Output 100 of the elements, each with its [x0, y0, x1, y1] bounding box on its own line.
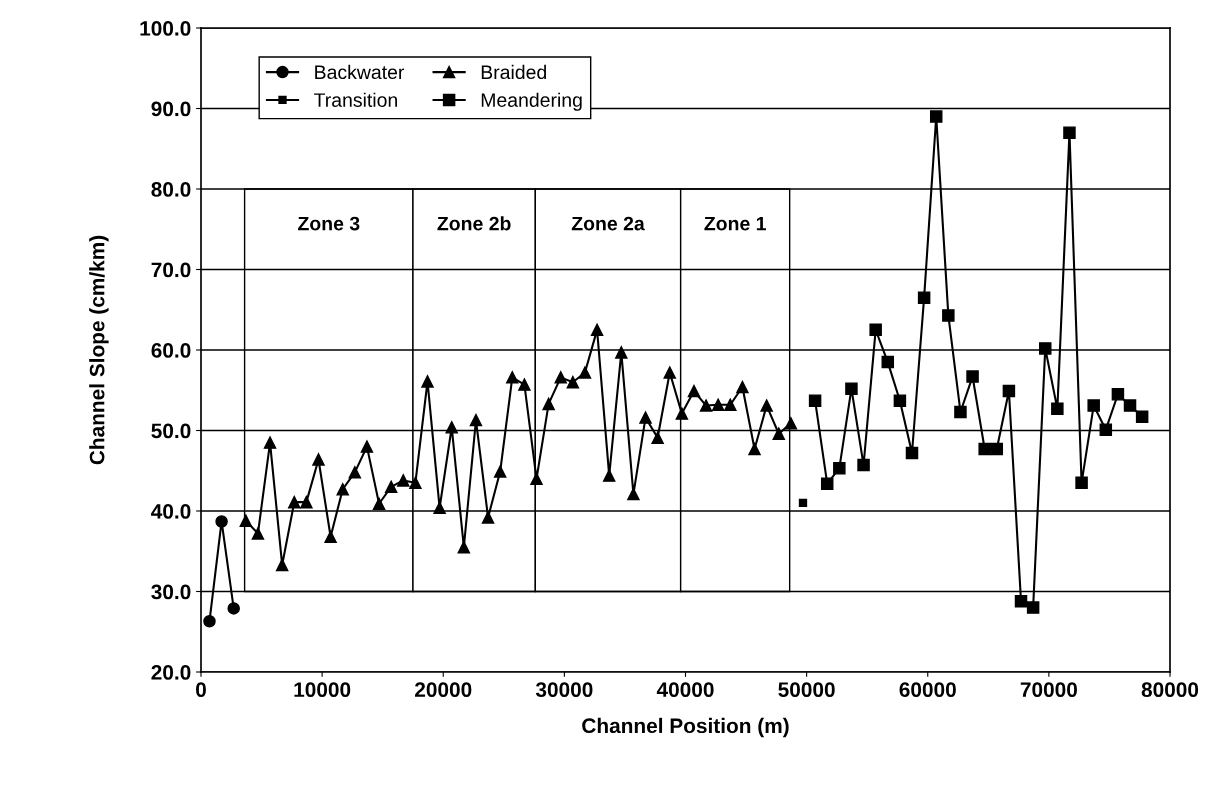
- point: [687, 384, 701, 398]
- point: [300, 495, 313, 509]
- point: [1123, 399, 1137, 412]
- point: [798, 498, 808, 508]
- point: [1135, 410, 1149, 424]
- legend-label: Backwater: [315, 64, 405, 80]
- point: [615, 346, 628, 359]
- point: [699, 399, 713, 412]
- point: [275, 558, 289, 572]
- point: [1063, 126, 1076, 139]
- x-axis-title: Channel Position (m): [582, 717, 789, 738]
- point: [1099, 423, 1113, 436]
- point: [651, 431, 664, 444]
- point: [481, 511, 495, 524]
- point: [1111, 388, 1125, 401]
- point: [1038, 342, 1052, 355]
- y-tick-label: 40.0: [151, 504, 191, 519]
- point: [469, 413, 483, 427]
- point: [566, 375, 580, 389]
- point: [578, 366, 592, 379]
- y-tick-label: 60.0: [151, 343, 191, 358]
- band-label: Zone 2b: [437, 216, 511, 231]
- point: [893, 394, 907, 407]
- point: [445, 421, 458, 434]
- point: [324, 530, 337, 544]
- point: [1002, 384, 1016, 398]
- point: [288, 495, 301, 509]
- x-tick-label: 0: [196, 682, 206, 698]
- y-tick-label: 90.0: [151, 101, 191, 117]
- x-tick-label: 80000: [1141, 682, 1199, 698]
- band-label: Zone 3: [298, 216, 360, 231]
- point: [457, 540, 471, 554]
- y-axis-title: Channel Slope (cm/km): [89, 235, 109, 465]
- point: [942, 309, 955, 322]
- point: [409, 476, 422, 490]
- point: [724, 398, 737, 411]
- point: [663, 366, 677, 379]
- point: [554, 371, 567, 384]
- band-label: Zone 1: [704, 216, 766, 231]
- point: [239, 514, 253, 527]
- x-tick-label: 60000: [899, 682, 956, 698]
- point: [1026, 601, 1040, 614]
- point: [372, 497, 386, 511]
- legend-label: Meandering: [481, 92, 582, 111]
- point: [384, 480, 398, 494]
- point: [639, 411, 652, 424]
- y-tick-label: 20.0: [151, 665, 191, 680]
- y-tick-label: 70.0: [151, 262, 191, 278]
- point: [433, 501, 446, 515]
- point: [336, 483, 349, 496]
- point: [881, 355, 895, 369]
- point: [348, 466, 362, 479]
- x-tick-label: 40000: [656, 682, 714, 698]
- point: [857, 458, 870, 472]
- point: [518, 378, 531, 391]
- point: [1014, 594, 1028, 608]
- point: [397, 474, 410, 487]
- y-tick-label: 50.0: [151, 423, 191, 439]
- point: [833, 462, 846, 475]
- point: [784, 417, 798, 430]
- point: [966, 370, 979, 383]
- x-tick-label: 70000: [1020, 682, 1077, 698]
- point: [602, 469, 616, 482]
- band-label: Zone 2a: [571, 216, 645, 231]
- point: [360, 440, 374, 453]
- point: [711, 398, 725, 411]
- x-tick-label: 20000: [415, 682, 472, 698]
- point: [590, 323, 604, 337]
- point: [1075, 476, 1088, 490]
- point: [506, 371, 519, 384]
- point: [251, 527, 265, 540]
- point: [820, 477, 834, 490]
- point: [905, 446, 919, 460]
- y-tick-label: 30.0: [151, 584, 191, 600]
- point: [736, 380, 749, 394]
- point: [215, 515, 228, 528]
- point: [675, 407, 689, 420]
- point: [954, 405, 967, 419]
- x-tick-label: 10000: [294, 682, 351, 698]
- point: [760, 399, 773, 412]
- point: [929, 110, 943, 123]
- point: [227, 602, 240, 615]
- y-tick-label: 80.0: [151, 182, 191, 197]
- point: [1051, 402, 1064, 416]
- point: [493, 465, 507, 478]
- point: [542, 397, 555, 411]
- point: [1087, 399, 1100, 412]
- point: [917, 291, 931, 304]
- y-tick-label: 100.0: [140, 21, 191, 36]
- point: [772, 427, 786, 440]
- point: [203, 615, 216, 628]
- point: [421, 375, 434, 388]
- legend-label: Braided: [481, 64, 546, 80]
- legend-label: Transition: [314, 92, 397, 107]
- point: [808, 394, 822, 407]
- point: [990, 442, 1004, 456]
- point: [845, 382, 858, 395]
- point: [869, 323, 882, 337]
- point: [978, 442, 991, 456]
- x-tick-label: 30000: [535, 682, 593, 698]
